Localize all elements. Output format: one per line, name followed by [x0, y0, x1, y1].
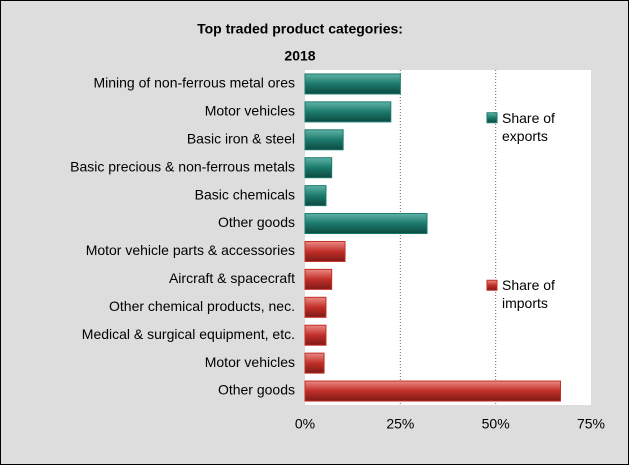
bar: [304, 101, 392, 123]
legend-label: Share of imports: [502, 277, 555, 312]
bar: [304, 213, 428, 235]
y-tick-label: Other goods: [218, 382, 295, 398]
x-tick-label: 25%: [386, 416, 414, 432]
bar: [304, 240, 346, 262]
bar: [304, 380, 561, 402]
bar: [304, 296, 327, 318]
plot-area: [305, 70, 591, 405]
chart-title: Top traded product categories:: [197, 21, 403, 37]
bar: [304, 129, 344, 151]
y-tick-label: Medical & surgical equipment, etc.: [82, 326, 295, 342]
bar: [304, 268, 333, 290]
y-tick-label: Basic chemicals: [195, 186, 295, 202]
y-tick-label: Motor vehicles: [205, 103, 295, 119]
y-tick-label: Motor vehicles: [205, 354, 295, 370]
y-tick-label: Motor vehicle parts & accessories: [86, 242, 295, 258]
x-tick-label: 0%: [295, 416, 315, 432]
bar: [304, 324, 327, 346]
y-tick-label: Basic iron & steel: [187, 130, 295, 146]
y-tick-label: Other goods: [218, 214, 295, 230]
y-tick-label: Other chemical products, nec.: [109, 298, 295, 314]
x-tick-label: 50%: [482, 416, 510, 432]
legend-swatch: [486, 279, 498, 291]
legend-label: Share of exports: [502, 109, 555, 144]
bar: [304, 352, 325, 374]
bar: [304, 73, 401, 95]
bar: [304, 157, 333, 179]
x-tick-label: 75%: [577, 416, 605, 432]
y-tick-label: Aircraft & spacecraft: [169, 270, 295, 286]
chart-subtitle: 2018: [284, 48, 315, 64]
y-tick-label: Basic precious & non-ferrous metals: [70, 158, 295, 174]
bar: [304, 185, 327, 207]
y-tick-label: Mining of non-ferrous metal ores: [93, 75, 295, 91]
legend-swatch: [486, 112, 498, 124]
